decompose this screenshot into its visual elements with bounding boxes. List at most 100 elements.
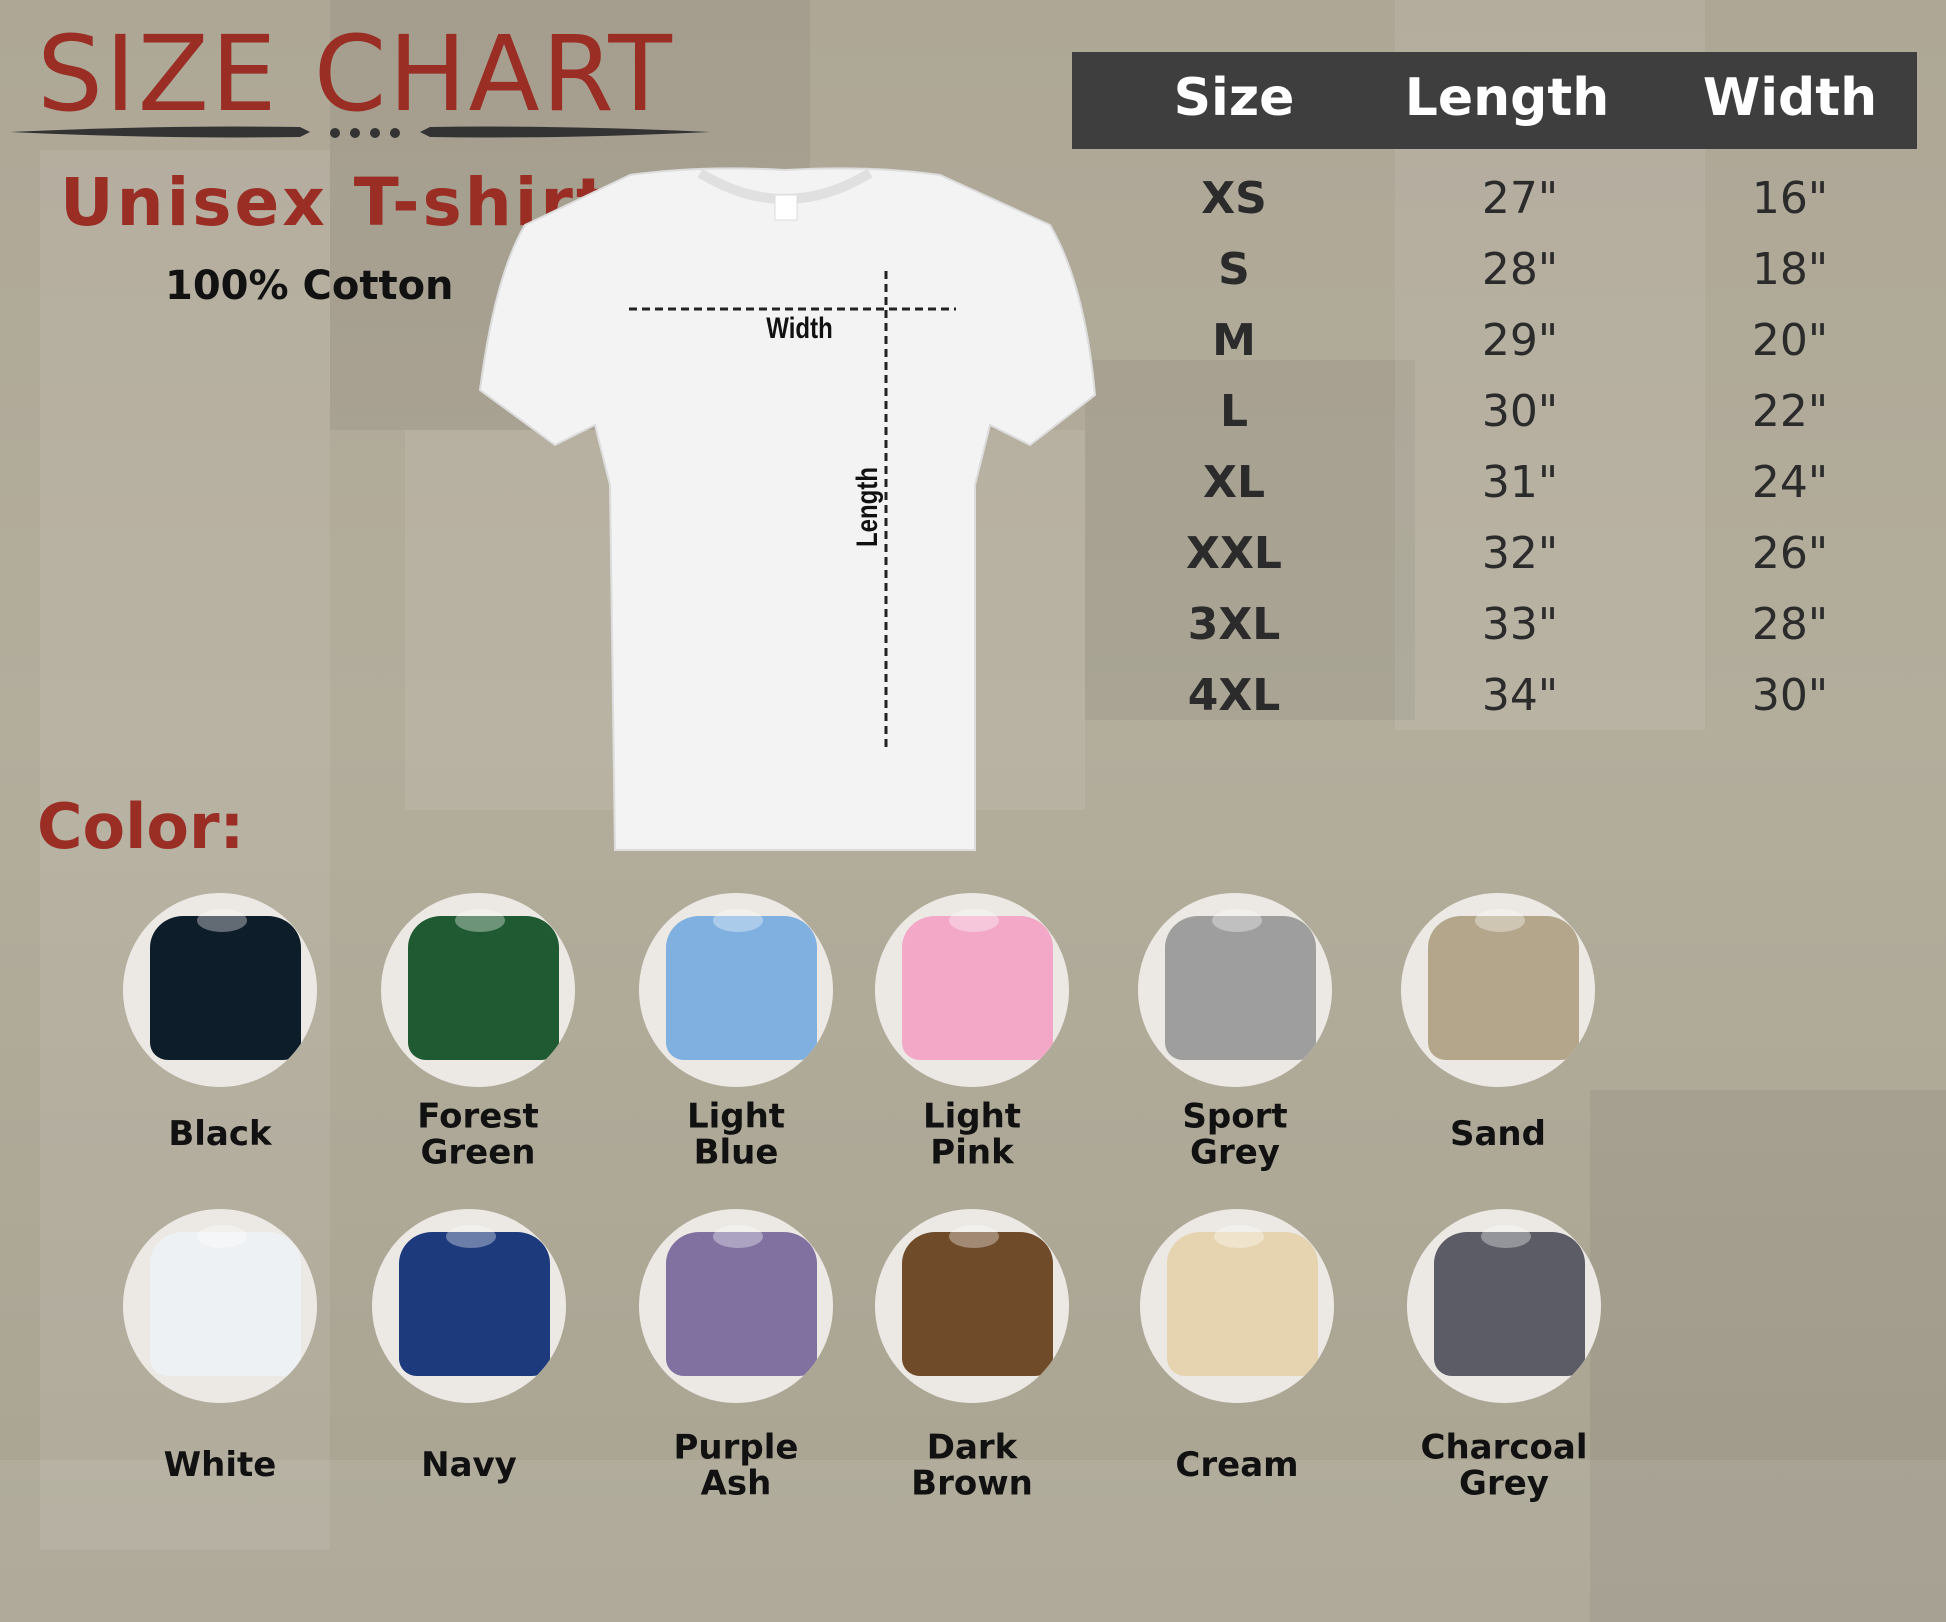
width-cell: 30" — [1751, 670, 1829, 721]
width-cell: 22" — [1751, 386, 1829, 437]
color-label-line: Sport — [1182, 1096, 1288, 1137]
color-swatch-black[interactable] — [123, 893, 317, 1087]
color-swatch-cream[interactable] — [1140, 1209, 1334, 1403]
material-label: 100% Cotton — [165, 263, 454, 309]
color-label-line: Brown — [911, 1463, 1033, 1503]
length-label: Length — [850, 467, 884, 547]
tshirt-image — [399, 1232, 551, 1376]
tshirt-image — [150, 1232, 302, 1376]
tshirt-image — [1428, 916, 1580, 1060]
length-cell: 30" — [1481, 386, 1559, 437]
color-swatch-forest-green[interactable] — [381, 893, 575, 1087]
color-swatch-purple-ash[interactable] — [639, 1209, 833, 1403]
collar — [1213, 1224, 1265, 1248]
color-label-line: Light — [922, 1096, 1022, 1137]
bg-panel — [0, 1460, 1946, 1622]
color-label: Light Pink — [852, 1099, 1092, 1170]
color-swatch-sand[interactable] — [1401, 893, 1595, 1087]
collar — [1480, 1224, 1532, 1248]
color-label-line: Grey — [1459, 1463, 1549, 1503]
size-cell: XXL — [1186, 528, 1282, 579]
tshirt-diagram — [478, 167, 1097, 851]
tshirt-image — [666, 916, 818, 1060]
color-label-line: Charcoal — [1420, 1427, 1588, 1468]
size-table-header: Size Length Width — [1072, 52, 1917, 149]
color-label: Dark Brown — [852, 1430, 1092, 1501]
color-label-line: Purple — [673, 1427, 799, 1468]
color-swatch-white[interactable] — [123, 1209, 317, 1403]
page-title: SIZE CHART — [37, 13, 674, 135]
length-cell: 33" — [1481, 599, 1559, 650]
length-cell: 34" — [1481, 670, 1559, 721]
tshirt-image — [902, 1232, 1054, 1376]
size-cell: 3XL — [1187, 599, 1281, 650]
color-label: Black — [100, 1114, 340, 1155]
title-divider — [10, 126, 710, 138]
width-cell: 28" — [1751, 599, 1829, 650]
column-header-size: Size — [1173, 68, 1295, 128]
color-label-line: Sand — [1450, 1114, 1546, 1155]
color-label: White — [100, 1447, 340, 1484]
color-swatch-light-blue[interactable] — [639, 893, 833, 1087]
collar — [948, 1224, 1000, 1248]
tshirt-image — [666, 1232, 818, 1376]
collar — [712, 1224, 764, 1248]
color-label: Light Blue — [616, 1099, 856, 1170]
color-label-line: Cream — [1175, 1445, 1299, 1486]
color-swatch-charcoal-grey[interactable] — [1407, 1209, 1601, 1403]
width-cell: 18" — [1751, 244, 1829, 295]
bg-panel — [1590, 1090, 1946, 1622]
width-cell: 24" — [1751, 457, 1829, 508]
collar — [196, 1224, 248, 1248]
color-swatch-light-pink[interactable] — [875, 893, 1069, 1087]
width-cell: 26" — [1751, 528, 1829, 579]
color-label-line: Grey — [1190, 1132, 1280, 1172]
collar — [1474, 908, 1526, 932]
collar — [454, 908, 506, 932]
product-subtitle: Unisex T-shirt — [60, 164, 611, 241]
color-swatch-navy[interactable] — [372, 1209, 566, 1403]
size-cell: L — [1219, 386, 1249, 437]
color-label-line: Green — [420, 1132, 536, 1172]
length-cell: 28" — [1481, 244, 1559, 295]
color-label: Sport Grey — [1115, 1099, 1355, 1170]
collar — [712, 908, 764, 932]
collar — [948, 908, 1000, 932]
color-label-line: Ash — [700, 1463, 772, 1503]
color-label-line: Light — [686, 1096, 786, 1137]
color-label-line: Blue — [693, 1132, 779, 1172]
width-label: Width — [766, 312, 833, 345]
size-cell: XS — [1201, 173, 1267, 224]
color-swatch-sport-grey[interactable] — [1138, 893, 1332, 1087]
color-label: Sand — [1378, 1114, 1618, 1155]
color-label: Purple Ash — [616, 1430, 856, 1501]
tshirt-image — [150, 916, 302, 1060]
length-cell: 32" — [1481, 528, 1559, 579]
width-cell: 20" — [1751, 315, 1829, 366]
color-label-line: Pink — [930, 1132, 1014, 1172]
color-label-line: Black — [168, 1114, 272, 1155]
width-cell: 16" — [1751, 173, 1829, 224]
column-header-width: Width — [1702, 68, 1878, 128]
tshirt-image — [1167, 1232, 1319, 1376]
collar — [196, 908, 248, 932]
tshirt-image — [1434, 1232, 1586, 1376]
length-cell: 27" — [1481, 173, 1559, 224]
color-swatch-dark-brown[interactable] — [875, 1209, 1069, 1403]
size-cell: XL — [1203, 457, 1265, 508]
collar — [1211, 908, 1263, 932]
color-label-line: Dark — [926, 1427, 1018, 1468]
tshirt-image — [902, 916, 1054, 1060]
length-cell: 31" — [1481, 457, 1559, 508]
color-label: Cream — [1117, 1445, 1357, 1486]
size-cell: S — [1218, 244, 1250, 295]
tshirt-image — [408, 916, 560, 1060]
length-cell: 29" — [1481, 315, 1559, 366]
color-label-line: Forest — [417, 1096, 539, 1137]
tshirt-image — [1165, 916, 1317, 1060]
color-section-title: Color: — [37, 790, 245, 863]
color-label: Navy — [349, 1447, 589, 1484]
color-label: Forest Green — [358, 1099, 598, 1170]
color-label: Charcoal Grey — [1384, 1430, 1624, 1501]
collar — [445, 1224, 497, 1248]
